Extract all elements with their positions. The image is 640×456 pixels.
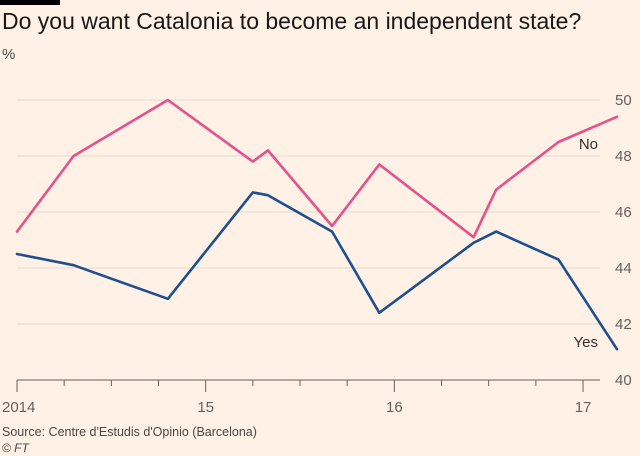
x-tick-label: 15 xyxy=(197,399,214,416)
credit-note: © FT xyxy=(2,441,29,455)
x-tick-label: 2014 xyxy=(2,399,35,416)
series-label-yes: Yes xyxy=(574,334,598,351)
unit-label: % xyxy=(2,46,16,63)
chart-title: Do you want Catalonia to become an indep… xyxy=(2,8,582,34)
y-tick-label: 40 xyxy=(615,372,632,389)
series-label-no: No xyxy=(579,136,598,153)
source-note: Source: Centre d'Estudis d'Opinio (Barce… xyxy=(2,425,257,439)
x-tick-label: 17 xyxy=(575,399,592,416)
x-tick-label: 16 xyxy=(386,399,403,416)
series-line-no xyxy=(15,98,619,239)
y-tick-label: 48 xyxy=(615,148,632,165)
y-tick-label: 42 xyxy=(615,316,632,333)
series-line-yes xyxy=(15,191,619,351)
y-tick-label: 46 xyxy=(615,204,632,221)
y-tick-label: 44 xyxy=(615,260,632,277)
y-tick-label: 50 xyxy=(615,92,632,109)
brand-bar xyxy=(0,0,60,5)
